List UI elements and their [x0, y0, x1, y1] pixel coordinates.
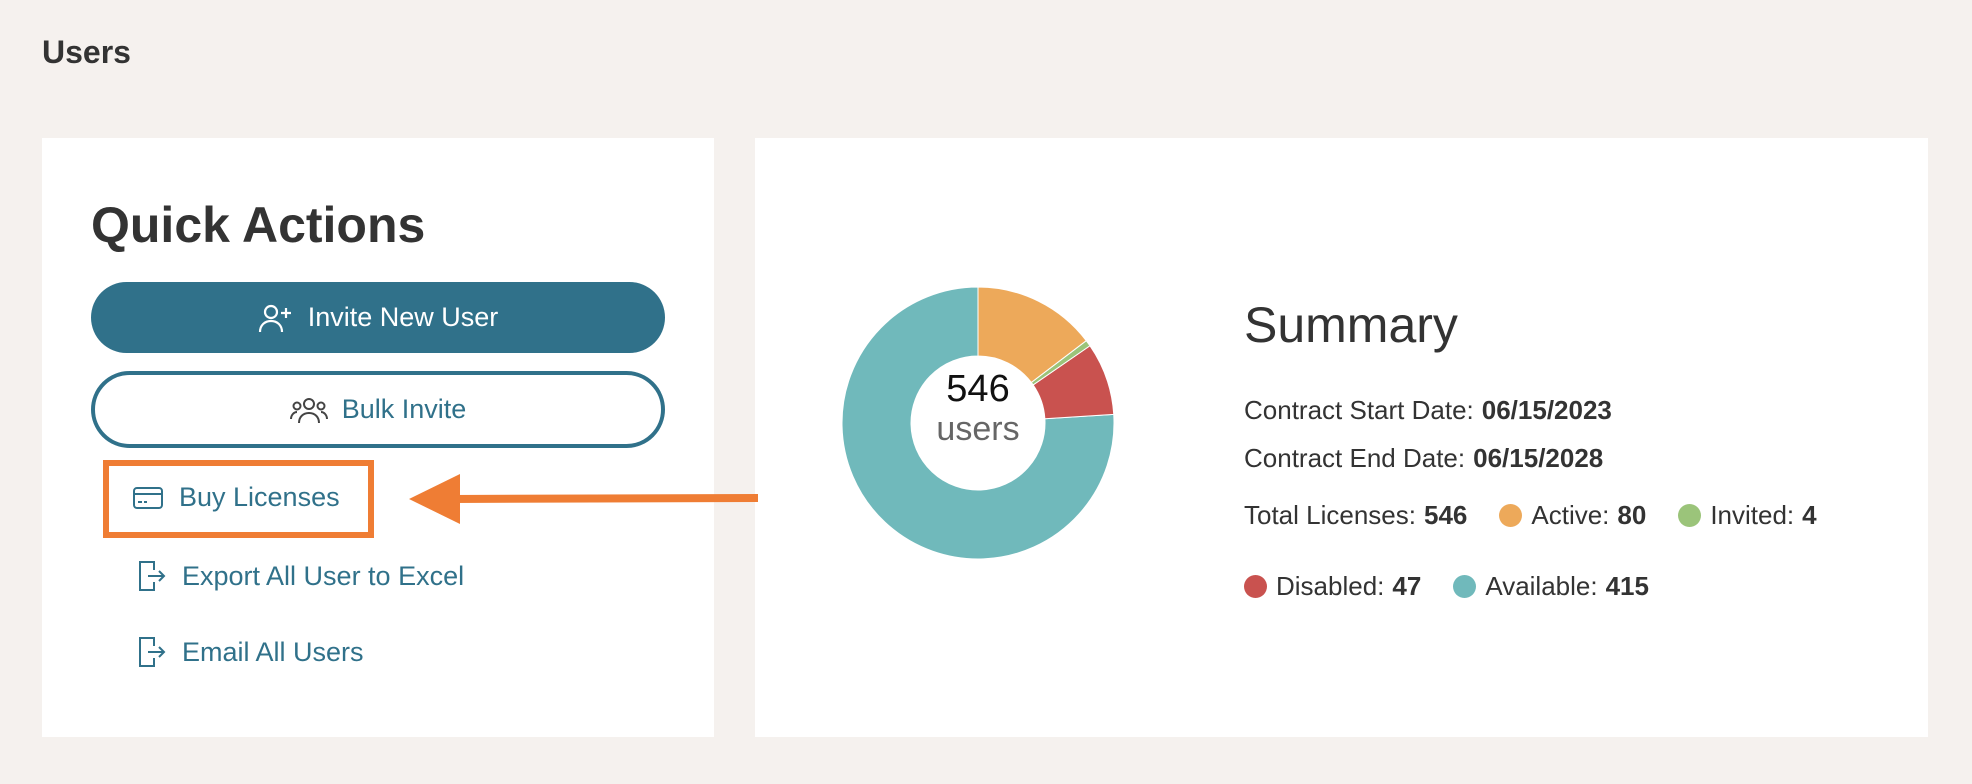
buy-licenses-link[interactable]: Buy Licenses	[133, 482, 340, 513]
donut-chart: 546 users	[841, 286, 1115, 560]
legend-dot	[1499, 504, 1523, 527]
link-label: Email All Users	[182, 636, 364, 667]
page-title: Users	[42, 34, 131, 70]
invite-button[interactable]: Invite New User	[91, 282, 665, 353]
legend-value: 4	[1802, 500, 1817, 530]
section-title: Quick Actions	[91, 197, 426, 253]
legend-label: Active:	[1531, 500, 1610, 530]
legend-dot	[1678, 504, 1702, 527]
legend-row: Disabled: 47 Available: 415	[1244, 571, 1649, 602]
label: Contract End Date:	[1244, 443, 1466, 473]
contract-start: Contract Start Date: 06/15/2023	[1244, 395, 1612, 426]
icon	[139, 637, 166, 667]
legend-dot	[1453, 575, 1477, 598]
total-licenses: Total Licenses: 546	[1244, 500, 1467, 531]
icon	[139, 561, 166, 591]
donut-slice	[1032, 345, 1115, 420]
legend-item: Active: 80	[1499, 500, 1646, 531]
center-value: 546	[946, 368, 1009, 410]
label: Total Licenses:	[1244, 500, 1416, 530]
summary-card	[755, 138, 1928, 737]
button-label: Bulk Invite	[341, 394, 467, 424]
label: Contract Start Date:	[1244, 395, 1474, 425]
value: 06/15/2023	[1481, 395, 1612, 425]
highlight-box	[103, 460, 374, 538]
link-label: Buy Licenses	[179, 482, 340, 512]
legend-item: Available: 415	[1453, 571, 1649, 602]
legend-value: 80	[1617, 500, 1647, 530]
value: 546	[1423, 500, 1468, 530]
export-link[interactable]: Export All User to Excel	[136, 560, 464, 592]
legend-dot	[1244, 575, 1267, 598]
summary-title: Summary	[1244, 297, 1458, 353]
value: 06/15/2028	[1473, 443, 1604, 473]
donut-slice	[841, 286, 1115, 560]
annotation-arrow	[409, 474, 759, 524]
legend-row: Total Licenses: 546 Active: 80 Invited: 4	[1244, 500, 1817, 531]
bulk-invite-button[interactable]: Bulk Invite	[91, 371, 665, 448]
legend-value: 415	[1605, 571, 1649, 601]
icon	[133, 486, 163, 509]
legend-label: Available:	[1485, 571, 1598, 601]
donut-slice	[977, 286, 1087, 384]
legend-label: Disabled:	[1276, 571, 1385, 601]
link-label: Export All User to Excel	[182, 560, 465, 591]
button-label: Invite New User	[307, 302, 499, 332]
arrow-shaft	[449, 494, 759, 503]
center-label: users	[936, 410, 1019, 448]
icon	[289, 397, 328, 423]
email-link[interactable]: Email All Users	[136, 636, 364, 668]
arrow-head	[409, 474, 460, 524]
legend-item: Invited: 4	[1678, 500, 1817, 531]
contract-end: Contract End Date: 06/15/2028	[1244, 443, 1603, 474]
legend-value: 47	[1392, 571, 1422, 601]
icon	[258, 304, 291, 332]
legend-item: Disabled: 47	[1244, 571, 1421, 602]
legend-label: Invited:	[1710, 500, 1795, 530]
